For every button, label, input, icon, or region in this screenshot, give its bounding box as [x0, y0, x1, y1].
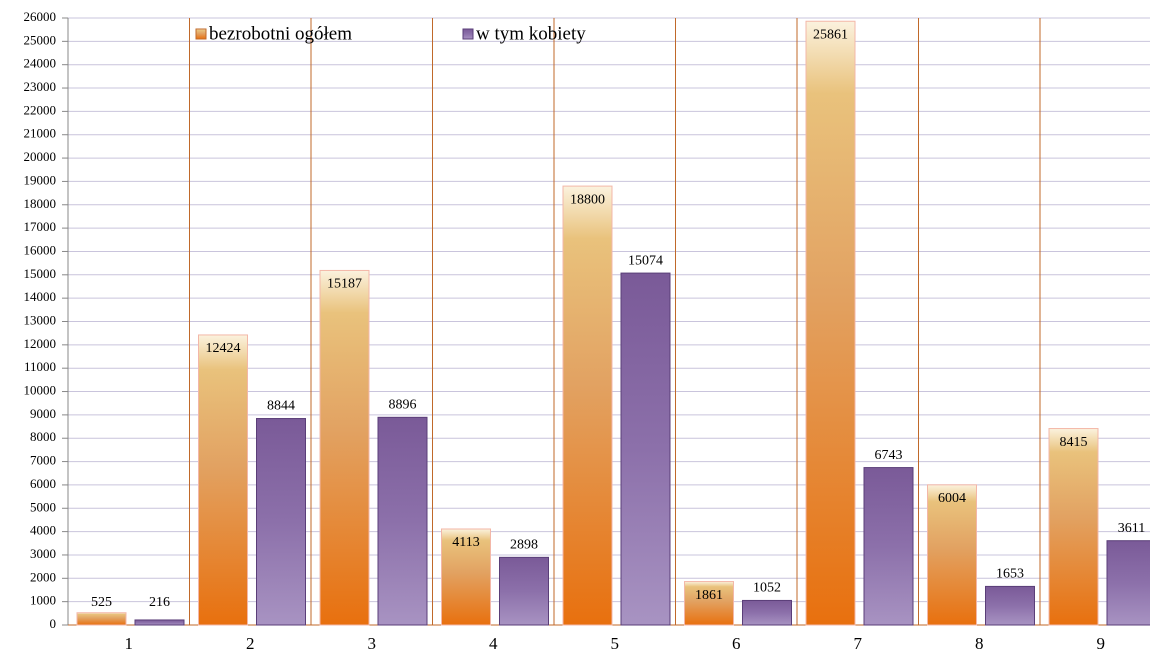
legend-swatch	[195, 28, 207, 40]
x-tick-label: 3	[368, 634, 377, 653]
y-tick-label: 15000	[24, 266, 57, 281]
data-label: 25861	[813, 27, 848, 42]
legend-label: w tym kobiety	[476, 23, 586, 44]
data-label: 8844	[267, 399, 295, 414]
y-tick-label: 3000	[30, 546, 56, 561]
y-tick-label: 22000	[24, 102, 57, 117]
data-label: 6004	[938, 491, 966, 506]
legend-swatch	[462, 28, 474, 40]
y-tick-label: 12000	[24, 336, 57, 351]
bar	[319, 269, 370, 626]
y-tick-label: 16000	[24, 242, 57, 257]
y-tick-label: 6000	[30, 476, 56, 491]
y-tick-label: 17000	[24, 219, 57, 234]
bar	[1048, 428, 1099, 626]
y-tick-label: 0	[50, 616, 57, 631]
data-label: 2898	[510, 538, 538, 553]
x-tick-label: 2	[246, 634, 255, 653]
y-tick-label: 20000	[24, 149, 57, 164]
data-label: 12424	[206, 341, 241, 356]
bar	[377, 416, 428, 626]
y-tick-label: 23000	[24, 79, 57, 94]
legend-label: bezrobotni ogółem	[209, 23, 352, 44]
bar	[1106, 540, 1150, 626]
y-tick-label: 13000	[24, 312, 57, 327]
y-tick-label: 19000	[24, 172, 57, 187]
data-label: 15074	[628, 253, 663, 268]
data-label: 8896	[389, 398, 417, 413]
y-tick-label: 7000	[30, 453, 56, 468]
data-label: 1653	[996, 567, 1024, 582]
bar	[256, 418, 306, 626]
y-tick-label: 1000	[30, 593, 56, 608]
data-label: 15187	[327, 277, 362, 292]
bar	[684, 581, 734, 626]
x-tick-label: 8	[975, 634, 984, 653]
y-tick-label: 25000	[24, 32, 57, 47]
bar	[499, 556, 549, 626]
bar	[805, 20, 856, 626]
y-tick-label: 21000	[24, 126, 57, 141]
x-tick-label: 9	[1097, 634, 1106, 653]
data-label: 8415	[1060, 435, 1088, 450]
y-tick-label: 10000	[24, 383, 57, 398]
data-label: 3611	[1118, 521, 1145, 536]
x-tick-label: 7	[854, 634, 863, 653]
bar	[76, 612, 127, 626]
data-label: 216	[149, 595, 170, 610]
y-tick-label: 4000	[30, 523, 56, 538]
y-tick-label: 9000	[30, 406, 56, 421]
bar	[863, 467, 914, 626]
data-label: 1861	[695, 588, 723, 603]
bar	[620, 272, 671, 626]
data-label: 4113	[452, 535, 479, 550]
data-label: 6743	[875, 448, 903, 463]
y-tick-label: 26000	[24, 9, 57, 24]
bar	[927, 484, 977, 626]
x-tick-label: 4	[489, 634, 498, 653]
y-tick-label: 24000	[24, 56, 57, 71]
bar	[198, 334, 248, 626]
y-tick-label: 8000	[30, 429, 56, 444]
data-label: 1052	[753, 581, 781, 596]
x-tick-label: 5	[611, 634, 620, 653]
bar	[134, 619, 185, 626]
y-tick-label: 11000	[24, 359, 56, 374]
data-label: 525	[91, 595, 112, 610]
x-tick-label: 1	[125, 634, 134, 653]
data-label: 18800	[570, 192, 605, 207]
y-tick-label: 18000	[24, 196, 57, 211]
x-tick-label: 6	[732, 634, 741, 653]
bar	[985, 585, 1035, 626]
bar	[562, 185, 613, 626]
bar	[742, 599, 792, 626]
y-tick-label: 5000	[30, 499, 56, 514]
y-tick-label: 14000	[24, 289, 57, 304]
bar	[441, 528, 491, 626]
y-tick-label: 2000	[30, 569, 56, 584]
